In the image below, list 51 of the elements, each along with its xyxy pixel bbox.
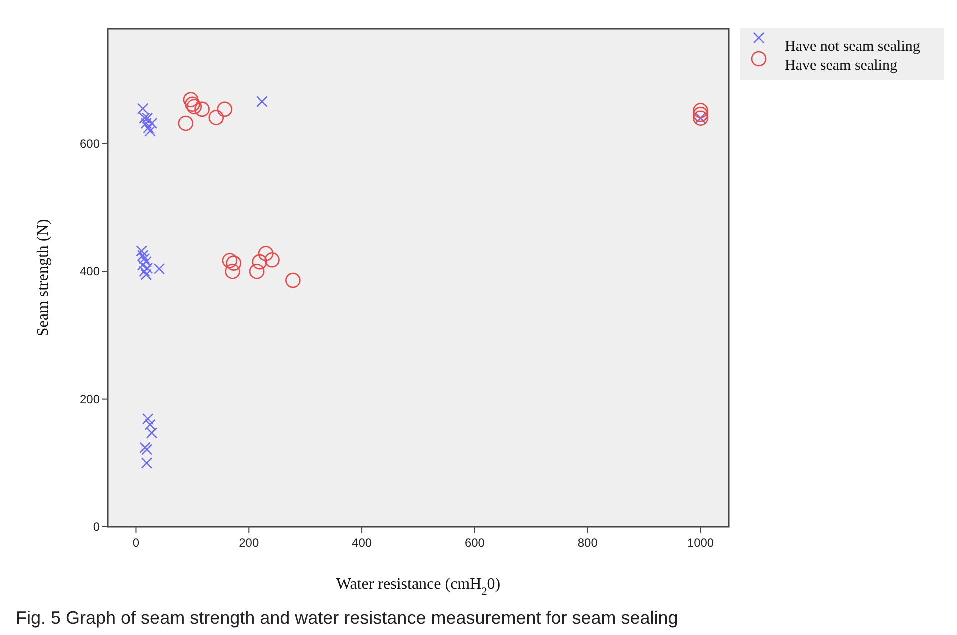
x-tick-label: 200 (239, 536, 260, 550)
point (139, 266, 150, 278)
point (141, 458, 153, 469)
point (140, 256, 152, 268)
point (142, 112, 154, 124)
point (142, 413, 154, 425)
point (144, 126, 156, 137)
point (185, 96, 200, 112)
point (137, 250, 149, 262)
legend-label: Have not seam sealing (785, 39, 921, 55)
x-axis-title: Water resistance (cmH$_{2}$0) (336, 576, 501, 598)
x-tick-label: 400 (352, 536, 372, 550)
point (178, 116, 194, 132)
x-tick-label: 600 (464, 536, 486, 550)
x-tick-label: 0 (132, 536, 140, 550)
point (226, 256, 242, 271)
point (146, 118, 158, 130)
y-tick-label: 0 (93, 520, 100, 534)
point (217, 102, 233, 118)
point (252, 254, 268, 270)
point (258, 246, 274, 262)
point (225, 264, 240, 280)
x-tick-label: 800 (578, 536, 598, 550)
point (286, 272, 301, 288)
legend-label: Have seam sealing (785, 58, 898, 74)
point (208, 110, 224, 126)
y-tick-label: 400 (80, 264, 100, 279)
point (136, 246, 148, 257)
point (249, 264, 265, 280)
point (264, 252, 280, 268)
y-axis-title: Seam strength (N) (35, 219, 52, 337)
point (142, 122, 154, 134)
point (140, 269, 152, 280)
point (194, 102, 210, 118)
point (139, 112, 150, 124)
point (693, 103, 708, 118)
point (222, 253, 238, 268)
point (183, 92, 199, 108)
point (137, 260, 149, 271)
point (139, 253, 150, 264)
point (256, 96, 268, 108)
x-tick-label: 1000 (687, 536, 714, 550)
y-tick-label: 600 (80, 136, 100, 151)
y-tick-label: 200 (80, 392, 100, 406)
point (137, 103, 149, 114)
point (186, 99, 202, 115)
point (144, 419, 156, 430)
caption: Fig. 5 Graph of seam strength and water resistance measurement for seam sealing (16, 608, 678, 628)
point (693, 106, 708, 122)
point (140, 118, 152, 130)
point (146, 427, 158, 439)
